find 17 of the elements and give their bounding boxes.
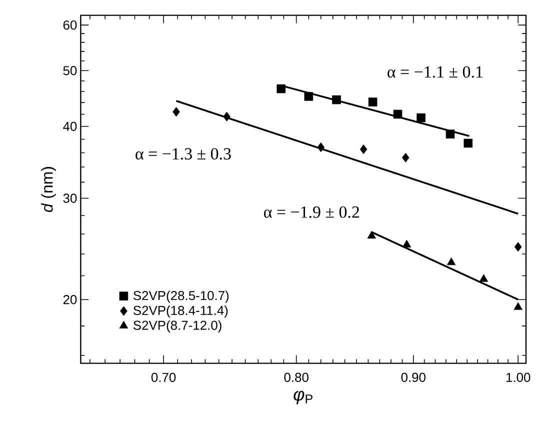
y-axis-title: d (nm) <box>41 167 56 212</box>
y-tick-label: 60 <box>63 20 77 30</box>
annotation: α = −1.9 ± 0.2 <box>264 206 359 218</box>
x-tick-label: 0.70 <box>151 372 176 382</box>
x-tick-label: 1.00 <box>506 372 530 382</box>
x-tick-label: 0.80 <box>284 372 308 382</box>
y-tick-label: 30 <box>63 194 77 203</box>
legend-label: S2VP(28.5-10.7) <box>134 290 229 303</box>
annotation: α = −1.1 ± 0.1 <box>388 66 482 78</box>
x-tick-label: 0.90 <box>401 372 426 382</box>
legend-label: S2VP(18.4-11.4) <box>134 306 228 318</box>
x-axis-title: φ$_{P}$ <box>294 390 312 404</box>
y-tick-label: 50 <box>63 66 77 76</box>
y-tick-label: 20 <box>63 295 77 304</box>
y-tick-label: 40 <box>63 122 77 131</box>
annotation: α = −1.3 ± 0.3 <box>136 148 231 160</box>
legend-label: S2VP(8.7-12.0) <box>134 320 222 332</box>
